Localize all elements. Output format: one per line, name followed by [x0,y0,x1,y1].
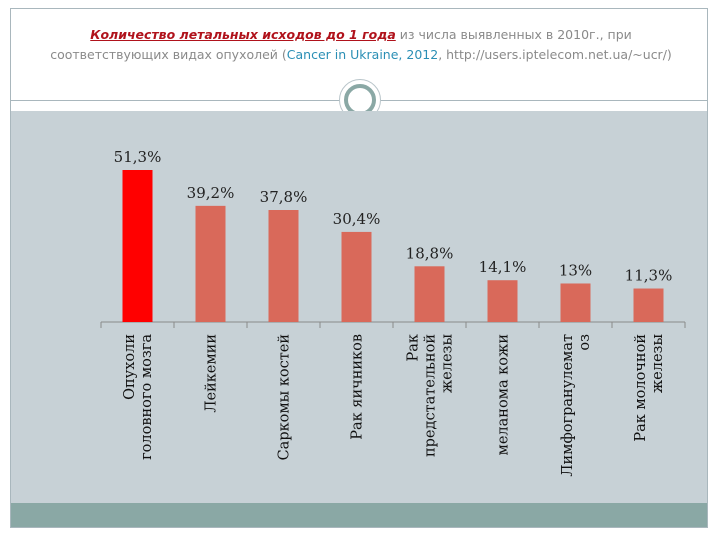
category-label: меланома кожи [496,334,512,455]
data-label: 51,3% [114,148,162,166]
category-label: Опухоли головного мозга [122,334,155,460]
data-label: 13% [559,261,592,279]
slide-frame [10,8,708,528]
category-label-line: Саркомы костей [277,334,293,460]
data-label: 11,3% [625,267,673,285]
bar [414,266,445,322]
bar [268,210,299,322]
category-label-line: железы [650,334,666,394]
category-label-line: головного мозга [139,334,155,460]
data-label: 39,2% [187,184,235,202]
category-label-line: Лейкемии [204,334,220,413]
bar [633,288,664,322]
data-label: 18,8% [406,244,454,262]
category-label-line: меланома кожи [496,334,512,455]
title-text: из числа выявленных в 2010г., при соотве… [50,27,632,62]
category-label: Рак предстательной железы [406,334,456,457]
category-label-line: Рак яичников [350,334,366,440]
category-label: Лейкемии [204,334,220,413]
category-label-line: Рак молочной [633,334,649,442]
category-label: Саркомы костей [277,334,293,460]
category-label-line: оз [577,334,593,351]
bar [122,170,153,322]
plot-area: 51,3% Опухоли головного мозга 39,2% Лейкемии… [11,111,707,503]
bar [195,205,226,322]
category-label: Рак молочной железы [633,334,666,442]
bar [560,283,591,322]
footer-bar [11,503,707,527]
chart-title: Количество летальных исходов до 1 года и… [41,25,681,65]
title-source: Cancer in Ukraine, 2012 [286,47,439,62]
bar [487,280,518,322]
bar [341,231,372,322]
data-label: 37,8% [260,188,308,206]
data-label: 14,1% [479,258,527,276]
category-label: Лимфогранулемат оз [560,334,593,477]
category-label-line: железы [440,334,456,394]
title-tail: , http://users.iptelecom.net.ua/~ucr/) [438,47,672,62]
title-lead: Количество летальных исходов до 1 года [90,27,396,42]
category-label-line: Лимфогранулемат [560,334,576,477]
category-label: Рак яичников [350,334,366,440]
category-label-line: Опухоли [122,334,138,400]
data-label: 30,4% [333,210,381,228]
bar-chart: 51,3% Опухоли головного мозга 39,2% Лейкемии… [100,148,686,477]
category-label-line: предстательной [423,334,439,457]
category-label-line: Рак [406,334,422,361]
